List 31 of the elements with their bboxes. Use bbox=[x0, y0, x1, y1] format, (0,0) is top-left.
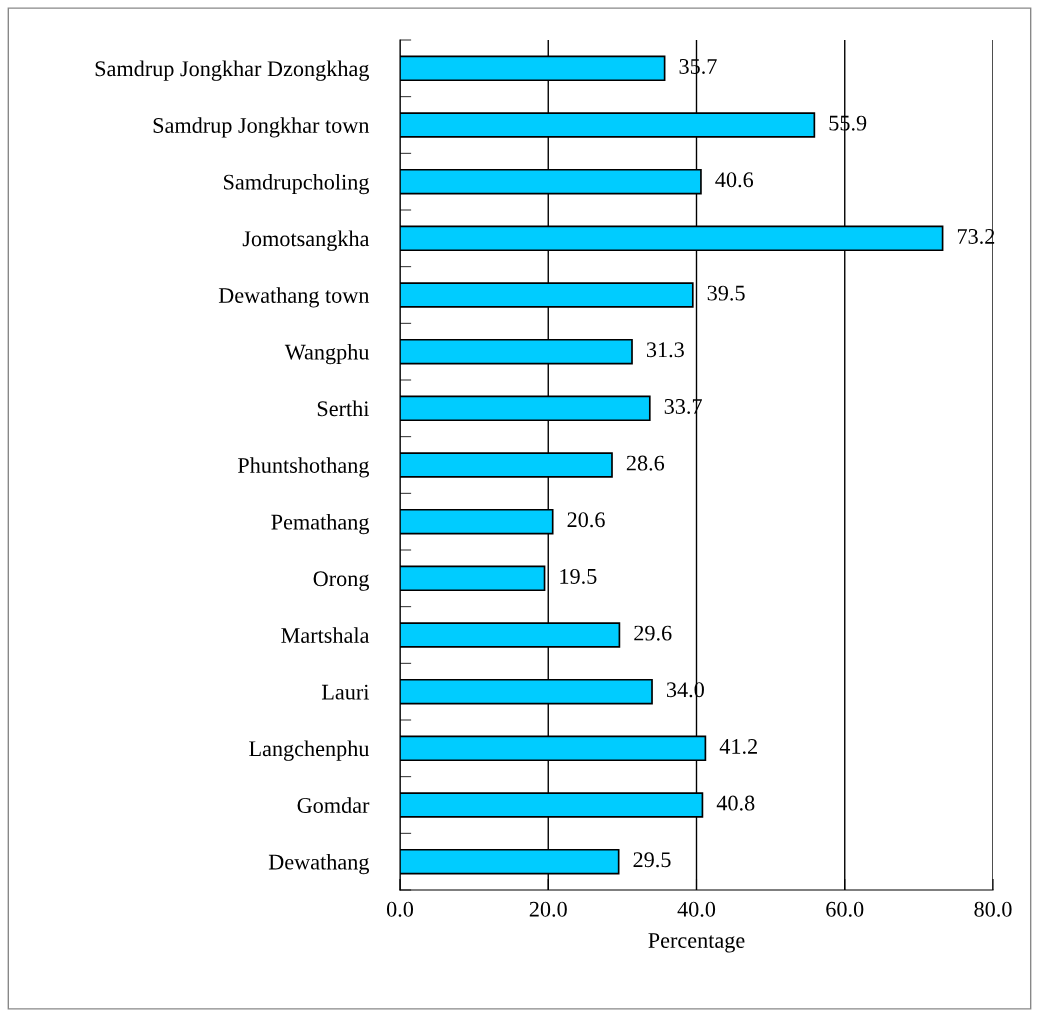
x-tick-label: 60.0 bbox=[826, 901, 864, 917]
data-label: 29.6 bbox=[634, 625, 672, 641]
y-tick-label: Gomdar bbox=[297, 797, 370, 813]
x-tick-label: 40.0 bbox=[677, 901, 716, 917]
y-tick-label: Samdrup Jongkhar Dzongkhag bbox=[95, 60, 370, 81]
data-label: 28.6 bbox=[626, 455, 665, 471]
x-axis-title: Percentage bbox=[648, 933, 745, 953]
y-tick-label: Phuntshothang bbox=[237, 457, 370, 478]
x-tick-label: 80.0 bbox=[974, 901, 1012, 917]
data-label: 40.6 bbox=[715, 172, 754, 188]
y-tick-label: Lauri bbox=[321, 684, 370, 700]
data-label: 29.5 bbox=[633, 852, 671, 868]
y-tick-label: Samdrup Jongkhar town bbox=[153, 117, 370, 138]
data-label: 20.6 bbox=[567, 512, 605, 528]
y-tick-label: Serthi bbox=[317, 400, 370, 417]
data-label: 39.5 bbox=[707, 285, 745, 301]
y-tick-label: Orong bbox=[313, 571, 370, 591]
data-label: 41.2 bbox=[719, 738, 757, 754]
data-label: 19.5 bbox=[560, 568, 597, 584]
y-tick-label: Martshala bbox=[281, 627, 370, 643]
y-tick-label: Pemathang bbox=[271, 513, 370, 535]
y-tick-label: Jomotsangkha bbox=[242, 230, 370, 251]
y-tick-label: Wangphu bbox=[284, 343, 370, 365]
x-tick-label: 20.0 bbox=[529, 901, 567, 917]
x-tick-label: 0.0 bbox=[386, 901, 414, 917]
y-tick-label: Samdrupcholing bbox=[224, 173, 370, 195]
y-tick-label: Langchenphu bbox=[249, 740, 370, 761]
y-tick-label: Dewathang town bbox=[218, 287, 370, 308]
data-label: 40.8 bbox=[716, 795, 755, 811]
y-tick-label: Dewathang bbox=[268, 853, 370, 875]
data-label: 31.3 bbox=[646, 342, 684, 358]
